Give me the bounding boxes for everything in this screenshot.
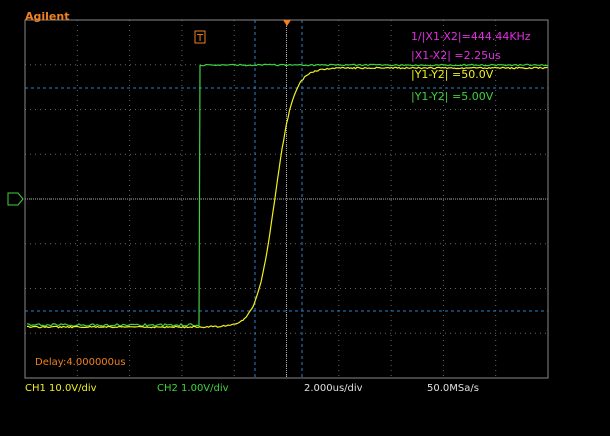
channel-2-scale: CH2 1.00V/div [157, 383, 229, 394]
channel-2-ground-marker [7, 192, 24, 206]
channel-1-scale: CH1 10.0V/div [25, 383, 97, 394]
channel-2-trace [26, 63, 549, 327]
measurement: 1/|X1-X2|=444.44KHz [411, 30, 531, 43]
trigger-marker-box [194, 30, 206, 44]
measurement: |Y1-Y2| =50.0V [411, 68, 494, 81]
timebase: 2.000us/div [304, 383, 363, 394]
delay: Delay:4.000000us [35, 357, 126, 368]
sample-rate: 50.0MSa/s [427, 383, 479, 394]
trigger-marker: T [196, 33, 204, 44]
channel-1-trace [27, 66, 548, 329]
measurement: |X1-X2| =2.25us [411, 49, 501, 62]
brand: Agilent [25, 10, 69, 23]
trigger-position [283, 20, 291, 26]
measurement: |Y1-Y2| =5.00V [411, 90, 494, 103]
